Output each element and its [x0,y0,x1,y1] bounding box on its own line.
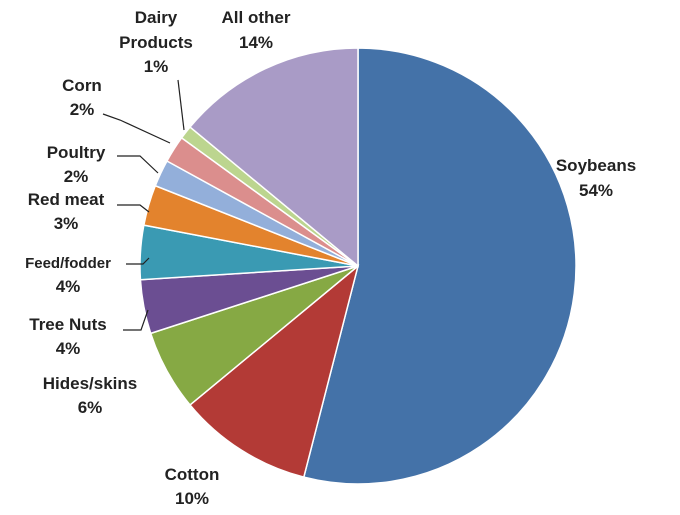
slice-value-feed-fodder: 4% [56,277,81,296]
slices-layer [139,47,577,485]
slice-label-cotton: Cotton [165,465,220,484]
slice-label-poultry: Poultry [47,143,106,162]
slice-value-red-meat: 3% [54,214,79,233]
slice-label-hides-skins: Hides/skins [43,374,138,393]
slice-label-dairy-products-line-1: Dairy [135,8,178,27]
slice-value-hides-skins: 6% [78,398,103,417]
slice-label-feed-fodder: Feed/fodder [25,255,111,272]
slice-value-cotton: 10% [175,489,209,508]
leader-line-feed-fodder [126,257,150,265]
slice-value-corn: 2% [70,100,95,119]
slice-value-tree-nuts: 4% [56,339,81,358]
slice-value-dairy-products: 1% [144,57,169,76]
slice-label-dairy-products-line-2: Products [119,33,193,52]
leader-line-dairy-products [177,79,185,131]
leader-line-poultry [117,155,159,174]
pie-slice-soybeans [302,47,577,485]
slice-label-tree-nuts: Tree Nuts [29,315,106,334]
pie-slice-cotton [188,263,360,479]
slice-value-soybeans: 54% [579,181,613,200]
slice-label-all-other: All other [222,8,291,27]
leader-line-red-meat [117,204,150,213]
slice-label-soybeans: Soybeans [556,156,636,175]
slice-value-all-other: 14% [239,33,273,52]
slice-label-corn: Corn [62,76,102,95]
leader-lines-layer [102,79,185,331]
pie-slice-all-other [188,47,359,268]
labels-layer: Soybeans 54% Cotton 10% Hides/skins 6% Tree Nu… [25,8,636,508]
slice-value-poultry: 2% [64,167,89,186]
leader-line-tree-nuts [123,309,149,331]
leader-line-corn [102,113,171,144]
slice-label-red-meat: Red meat [28,190,105,209]
